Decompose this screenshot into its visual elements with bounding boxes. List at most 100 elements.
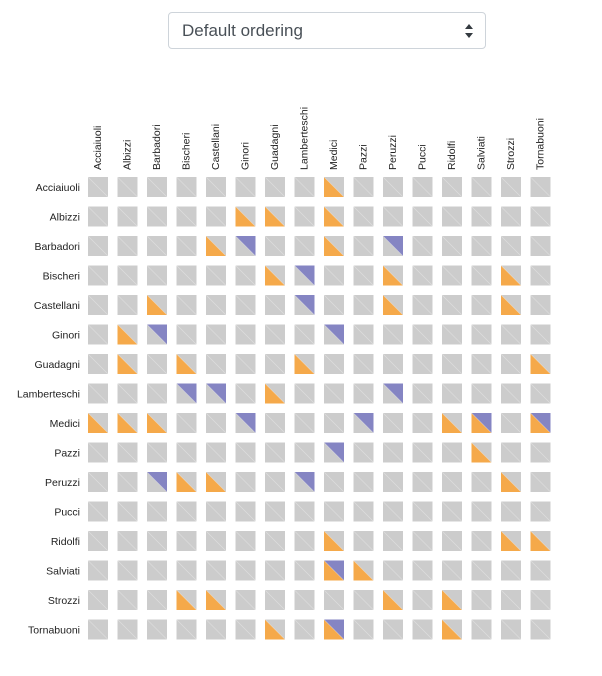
matrix-cell[interactable] (176, 324, 197, 345)
matrix-cell[interactable] (87, 265, 109, 286)
matrix-cell[interactable] (353, 530, 374, 552)
matrix-cell[interactable] (235, 324, 256, 345)
matrix-cell[interactable] (264, 471, 286, 493)
matrix-cell[interactable] (353, 383, 374, 404)
matrix-cell[interactable] (87, 619, 109, 640)
matrix-cell[interactable] (382, 560, 404, 581)
matrix-cell[interactable] (323, 501, 345, 522)
matrix-cell[interactable] (382, 176, 404, 198)
matrix-cell[interactable] (294, 530, 315, 552)
matrix-cell[interactable] (353, 412, 374, 434)
matrix-cell[interactable] (235, 265, 256, 286)
matrix-cell[interactable] (530, 501, 551, 522)
matrix-cell[interactable] (176, 530, 197, 552)
matrix-cell[interactable] (353, 501, 374, 522)
matrix-cell[interactable] (87, 176, 109, 198)
matrix-cell[interactable] (117, 471, 138, 493)
matrix-cell[interactable] (87, 501, 109, 522)
matrix-cell[interactable] (412, 471, 433, 493)
matrix-cell[interactable] (382, 235, 404, 257)
matrix-cell[interactable] (146, 442, 168, 463)
matrix-cell[interactable] (323, 294, 345, 316)
matrix-cell[interactable] (530, 265, 551, 286)
matrix-cell[interactable] (294, 294, 315, 316)
matrix-cell[interactable] (294, 501, 315, 522)
matrix-cell[interactable] (87, 235, 109, 257)
matrix-cell[interactable] (117, 294, 138, 316)
matrix-cell[interactable] (294, 560, 315, 581)
matrix-cell[interactable] (500, 383, 522, 404)
matrix-cell[interactable] (235, 589, 256, 611)
matrix-cell[interactable] (353, 589, 374, 611)
matrix-cell[interactable] (87, 412, 109, 434)
matrix-cell[interactable] (323, 471, 345, 493)
matrix-cell[interactable] (205, 176, 227, 198)
matrix-cell[interactable] (500, 619, 522, 640)
matrix-cell[interactable] (176, 501, 197, 522)
matrix-cell[interactable] (500, 471, 522, 493)
matrix-cell[interactable] (323, 324, 345, 345)
matrix-cell[interactable] (117, 530, 138, 552)
matrix-cell[interactable] (176, 206, 197, 227)
matrix-cell[interactable] (146, 294, 168, 316)
matrix-cell[interactable] (353, 471, 374, 493)
matrix-cell[interactable] (382, 619, 404, 640)
matrix-cell[interactable] (294, 412, 315, 434)
matrix-cell[interactable] (146, 412, 168, 434)
matrix-cell[interactable] (441, 501, 463, 522)
matrix-cell[interactable] (176, 442, 197, 463)
matrix-cell[interactable] (264, 619, 286, 640)
matrix-cell[interactable] (146, 206, 168, 227)
matrix-cell[interactable] (441, 560, 463, 581)
matrix-cell[interactable] (235, 412, 256, 434)
matrix-cell[interactable] (176, 471, 197, 493)
matrix-cell[interactable] (117, 265, 138, 286)
matrix-cell[interactable] (441, 619, 463, 640)
matrix-cell[interactable] (176, 383, 197, 404)
matrix-cell[interactable] (146, 176, 168, 198)
matrix-cell[interactable] (323, 176, 345, 198)
matrix-cell[interactable] (176, 176, 197, 198)
matrix-cell[interactable] (412, 560, 433, 581)
matrix-cell[interactable] (323, 353, 345, 375)
matrix-cell[interactable] (412, 265, 433, 286)
matrix-cell[interactable] (294, 206, 315, 227)
matrix-cell[interactable] (205, 412, 227, 434)
matrix-cell[interactable] (205, 442, 227, 463)
matrix-cell[interactable] (441, 442, 463, 463)
matrix-cell[interactable] (87, 353, 109, 375)
matrix-cell[interactable] (117, 324, 138, 345)
matrix-cell[interactable] (146, 324, 168, 345)
matrix-cell[interactable] (353, 265, 374, 286)
matrix-cell[interactable] (87, 324, 109, 345)
matrix-cell[interactable] (87, 442, 109, 463)
matrix-cell[interactable] (176, 619, 197, 640)
matrix-cell[interactable] (500, 589, 522, 611)
matrix-cell[interactable] (382, 206, 404, 227)
matrix-cell[interactable] (382, 353, 404, 375)
matrix-cell[interactable] (412, 412, 433, 434)
matrix-cell[interactable] (235, 471, 256, 493)
matrix-cell[interactable] (530, 383, 551, 404)
matrix-cell[interactable] (530, 176, 551, 198)
matrix-cell[interactable] (353, 294, 374, 316)
matrix-cell[interactable] (382, 265, 404, 286)
matrix-cell[interactable] (294, 176, 315, 198)
matrix-cell[interactable] (471, 619, 492, 640)
matrix-cell[interactable] (117, 412, 138, 434)
matrix-cell[interactable] (353, 619, 374, 640)
matrix-cell[interactable] (441, 471, 463, 493)
matrix-cell[interactable] (530, 206, 551, 227)
matrix-cell[interactable] (205, 324, 227, 345)
matrix-cell[interactable] (264, 235, 286, 257)
matrix-cell[interactable] (500, 353, 522, 375)
matrix-cell[interactable] (87, 471, 109, 493)
matrix-cell[interactable] (294, 589, 315, 611)
ordering-select[interactable]: Default ordering (168, 12, 486, 49)
matrix-cell[interactable] (500, 235, 522, 257)
matrix-cell[interactable] (471, 471, 492, 493)
matrix-cell[interactable] (264, 412, 286, 434)
matrix-cell[interactable] (235, 353, 256, 375)
matrix-cell[interactable] (205, 235, 227, 257)
matrix-cell[interactable] (235, 560, 256, 581)
